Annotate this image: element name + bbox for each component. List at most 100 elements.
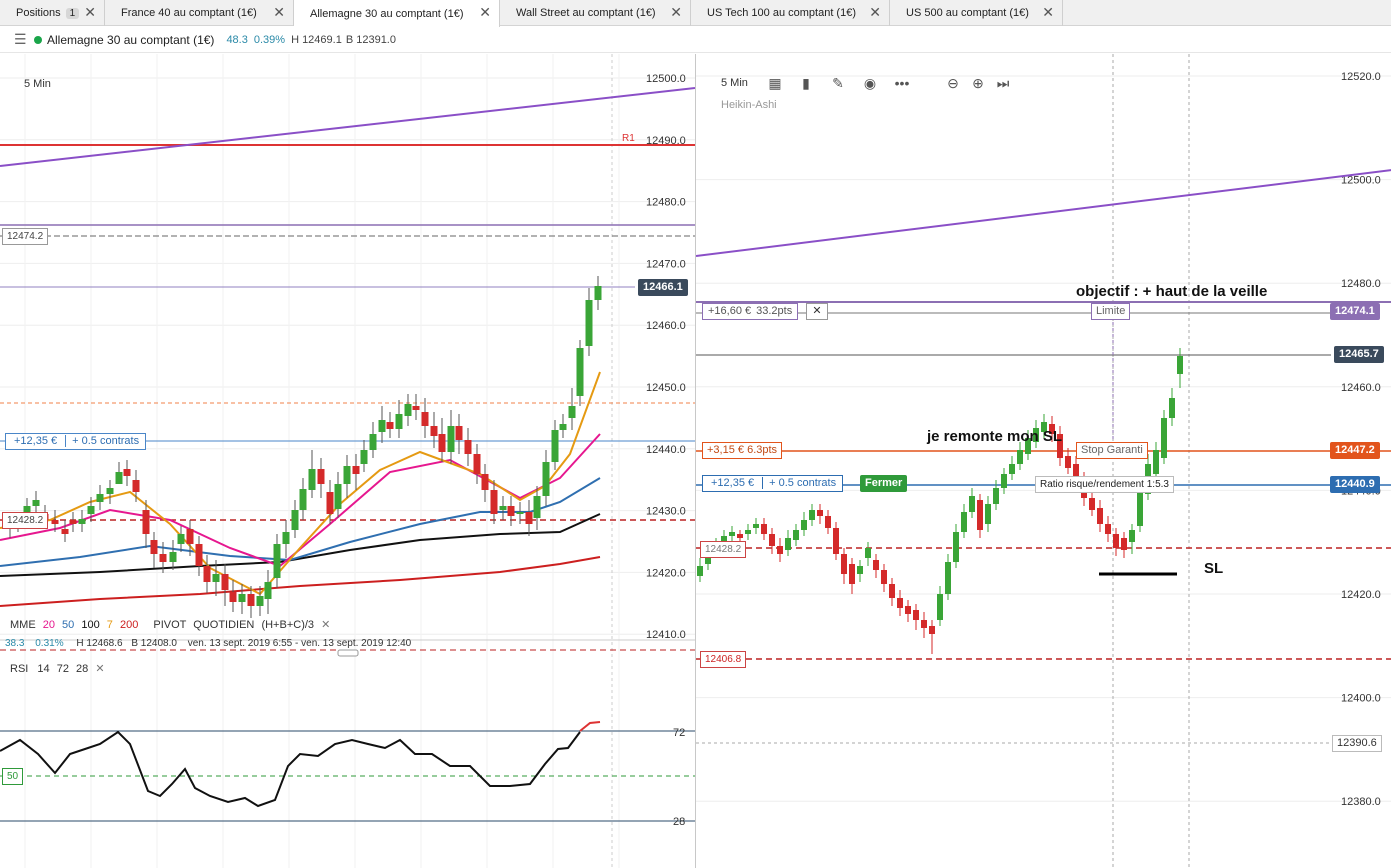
- candle-body: [115, 472, 123, 484]
- candle-body: [51, 520, 59, 524]
- candle-body: [977, 500, 983, 530]
- candle-body: [1049, 424, 1055, 434]
- forward-icon[interactable]: ⏭: [996, 75, 1010, 91]
- ma-legend[interactable]: MME 20 50 100 7 200 PIVOT QUOTIDIEN (H+B…: [10, 618, 330, 631]
- position-box[interactable]: +12,35 € + 0.5 contrats: [5, 433, 147, 450]
- rsi-label: RSI: [10, 663, 29, 675]
- timeframe-label[interactable]: 5 Min: [721, 77, 748, 89]
- candle-body: [1017, 450, 1023, 464]
- candle-body: [865, 548, 871, 558]
- moving-average-line: [0, 371, 601, 596]
- risk-reward-ratio: Ratio risque/rendement 1:5.3: [1035, 476, 1174, 493]
- candle-body: [352, 466, 360, 474]
- zoom-in-icon[interactable]: ⊕: [972, 75, 984, 91]
- pencil-icon[interactable]: ✎: [832, 75, 844, 91]
- menu-icon[interactable]: ☰: [14, 31, 27, 47]
- candle-body: [585, 300, 593, 346]
- candle-body: [23, 506, 31, 515]
- axis-label: 12400.0: [1341, 693, 1381, 705]
- candle-body: [969, 496, 975, 512]
- candle-body: [559, 424, 567, 430]
- tab-france-40[interactable]: France 40 au comptant (1€) ✕: [105, 0, 294, 26]
- candle-body: [737, 534, 743, 538]
- candle-body: [993, 488, 999, 504]
- timeframe-label[interactable]: 5 Min: [24, 78, 51, 90]
- close-icon[interactable]: ✕: [869, 4, 881, 20]
- more-icon[interactable]: •••: [894, 75, 910, 91]
- ma-50: 50: [62, 619, 75, 631]
- cancel-limit-button[interactable]: ✕: [806, 303, 828, 320]
- close-icon[interactable]: ✕: [95, 663, 105, 675]
- change-percent: 0.39%: [253, 33, 286, 46]
- right-chart-canvas[interactable]: 12520.012500.012480.012460.012440.012420…: [696, 54, 1391, 868]
- candle-body: [247, 594, 255, 606]
- bar-chart-icon[interactable]: ▮: [802, 75, 810, 91]
- calendar-icon[interactable]: ▦: [768, 75, 782, 91]
- position-price-tag[interactable]: 12440.9: [1330, 476, 1380, 493]
- stop-pnl: +3,15 €: [707, 444, 745, 456]
- candle-body: [881, 570, 887, 584]
- candle-body: [499, 506, 507, 510]
- tab-wall-street[interactable]: Wall Street au comptant (1€) ✕: [500, 0, 691, 26]
- stop-order-box[interactable]: +3,15 € 6.3pts: [702, 442, 783, 459]
- candle-body: [203, 566, 211, 582]
- candle-body: [833, 528, 839, 554]
- candle-body: [256, 596, 264, 606]
- rsi-param: 14: [37, 663, 50, 675]
- zoom-out-icon[interactable]: ⊖: [947, 75, 959, 91]
- candle-body: [1057, 434, 1063, 458]
- candle-body: [343, 466, 351, 484]
- r1-label: R1: [622, 133, 635, 144]
- close-icon[interactable]: ✕: [1042, 4, 1054, 20]
- candle-body: [464, 440, 472, 454]
- candle-body: [438, 434, 446, 452]
- stop-pts: 6.3pts: [747, 444, 778, 456]
- position-box[interactable]: +12,35 € + 0.5 contrats: [702, 475, 844, 492]
- candle-body: [221, 574, 229, 590]
- candle-body: [1001, 474, 1007, 488]
- ma-label: MME: [10, 619, 36, 631]
- chart-type-label[interactable]: Heikin-Ashi: [721, 99, 777, 111]
- candle-body: [873, 560, 879, 570]
- limit-price-tag[interactable]: 12474.1: [1330, 303, 1380, 320]
- tab-allemagne-30[interactable]: Allemagne 30 au comptant (1€) ✕: [294, 0, 500, 27]
- candle-body: [69, 520, 77, 524]
- current-price-tag: 12466.1: [638, 279, 688, 296]
- eye-icon[interactable]: ◉: [863, 75, 877, 91]
- ma-7: 7: [106, 619, 113, 631]
- position-contracts: + 0.5 contrats: [762, 477, 843, 489]
- stop-price-tag[interactable]: 12447.2: [1330, 442, 1380, 459]
- axis-label: 12410.0: [646, 629, 686, 641]
- resize-handle[interactable]: [337, 649, 359, 657]
- close-icon[interactable]: ✕: [321, 619, 331, 631]
- close-icon[interactable]: ✕: [84, 4, 96, 20]
- tab-label: US 500 au comptant (1€): [906, 7, 1029, 19]
- close-icon[interactable]: ✕: [479, 4, 491, 20]
- axis-label: 12500.0: [1341, 175, 1381, 187]
- trend-line[interactable]: [0, 87, 695, 167]
- candle-body: [753, 524, 759, 528]
- tab-positions[interactable]: Positions 1 ✕: [0, 0, 105, 26]
- market-status-dot: [34, 35, 42, 44]
- candle-body: [142, 510, 150, 534]
- close-position-button[interactable]: Fermer: [860, 475, 908, 492]
- left-chart-canvas[interactable]: 12500.0 12490.0 12480.0 12470.0 12460.0 12450…: [0, 54, 695, 868]
- trend-line[interactable]: [696, 169, 1391, 257]
- stop-garanti-label[interactable]: Stop Garanti: [1076, 442, 1148, 459]
- tab-us-500[interactable]: US 500 au comptant (1€) ✕: [890, 0, 1063, 26]
- high-value: H 12469.1: [291, 33, 342, 46]
- rsi-legend[interactable]: RSI 14 72 28 ✕: [10, 662, 105, 675]
- candle-body: [238, 594, 246, 602]
- limit-order-box[interactable]: +16,60 € 33.2pts: [702, 303, 799, 320]
- close-icon[interactable]: ✕: [273, 4, 285, 20]
- candle-body: [212, 574, 220, 582]
- info-line: 38.3 0.31% H 12468.6 B 12408.0 ven. 13 s…: [5, 638, 411, 649]
- candle-body: [308, 469, 316, 490]
- tab-us-tech-100[interactable]: US Tech 100 au comptant (1€) ✕: [691, 0, 890, 26]
- limit-label[interactable]: Limite: [1091, 303, 1131, 320]
- candle-body: [507, 506, 515, 516]
- axis-label: 12470.0: [646, 258, 686, 270]
- close-icon[interactable]: ✕: [670, 4, 682, 20]
- candle-body: [326, 492, 334, 514]
- candle-body: [825, 516, 831, 528]
